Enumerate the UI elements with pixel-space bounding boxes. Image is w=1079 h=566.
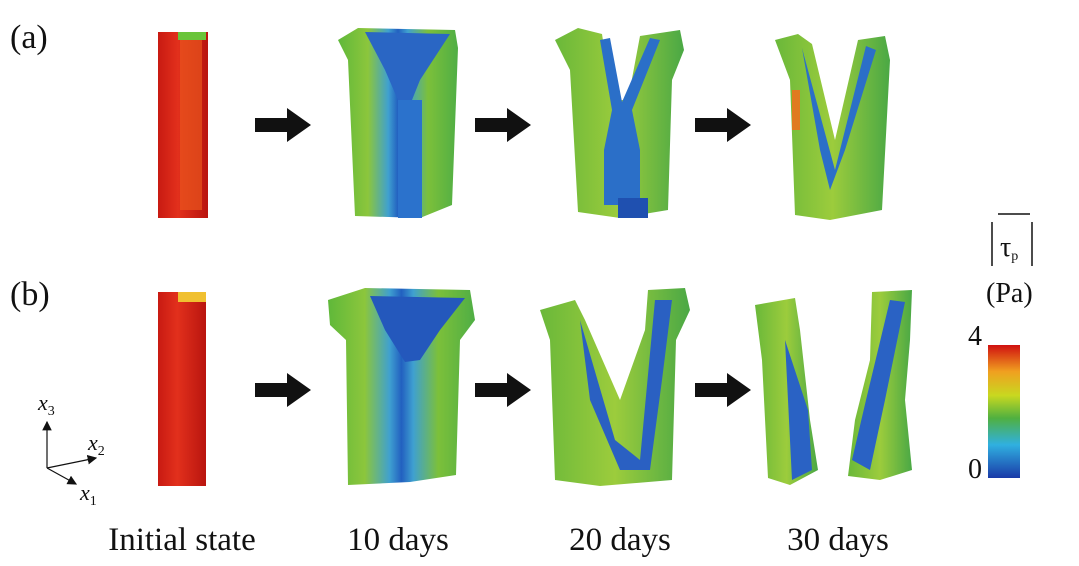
colorbar-symbol: τp: [1000, 232, 1018, 264]
axis-label: x3: [37, 390, 55, 419]
axis-symbol: x: [87, 430, 98, 455]
stage-label: 30 days: [787, 522, 889, 558]
symbol: τ: [1000, 232, 1011, 263]
panel-label: (b): [10, 276, 50, 313]
axis-subscript: 1: [90, 494, 97, 509]
axis-symbol: x: [79, 480, 90, 505]
colorbar: τp (Pa) 4 0: [968, 214, 1033, 485]
axis-label: x2: [87, 430, 105, 459]
stage-label: 20 days: [569, 522, 671, 558]
stage-label: 10 days: [347, 522, 449, 558]
colorbar-max: 4: [968, 321, 982, 352]
figure: (a) (b): [0, 0, 1079, 566]
axis-subscript: 2: [98, 444, 105, 459]
panel-label: (a): [10, 19, 48, 56]
axis-label: x1: [79, 480, 97, 509]
arrows: [255, 108, 751, 407]
stage-label: Initial state: [108, 522, 256, 558]
axis-subscript: 3: [48, 404, 55, 419]
symbol-subscript: p: [1011, 249, 1018, 264]
axis-symbol: x: [37, 390, 48, 415]
colorbar-unit: (Pa): [986, 278, 1033, 309]
colorbar-min: 0: [968, 454, 982, 485]
